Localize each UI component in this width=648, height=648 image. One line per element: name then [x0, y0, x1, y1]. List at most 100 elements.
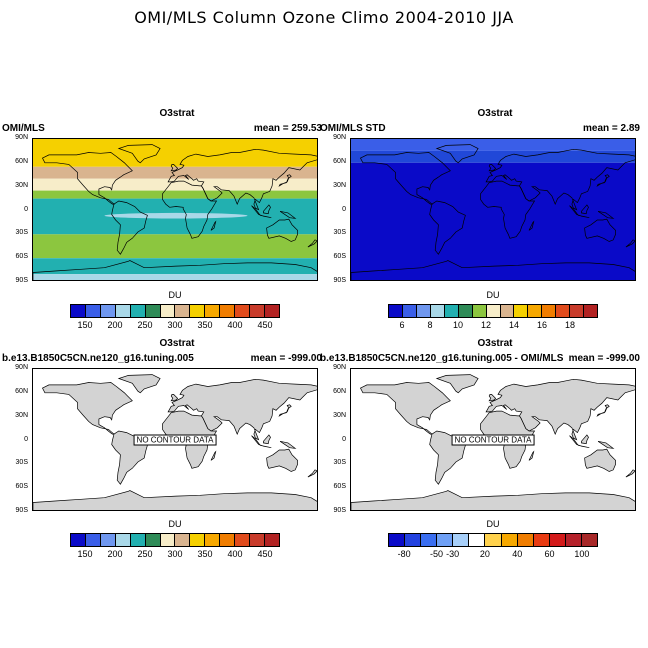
map-panel-p1: O3strat OMI/MLS mean = 259.53 90N 60N 30N 0 30S…	[2, 108, 322, 348]
colorbar-tick-label: 150	[77, 549, 93, 559]
continent-outline	[581, 204, 589, 215]
continent-outline	[360, 382, 451, 435]
lat-tick-label: 90S	[15, 507, 28, 514]
panel-left-string: OMI/MLS	[2, 123, 45, 134]
colorbar-tick-label: 200	[107, 549, 123, 559]
colorbar-swatch	[514, 305, 529, 317]
colorbar-tick-label: 6	[399, 320, 405, 330]
colorbar-swatch	[437, 534, 454, 546]
panel-center-title: O3strat	[159, 338, 195, 349]
colorbar-swatch	[250, 305, 265, 317]
colorbar-units-label: DU	[168, 519, 182, 529]
colorbar-swatch	[402, 305, 417, 317]
colorbar-tick-label: 200	[107, 320, 123, 330]
colorbar-tick-label: 150	[77, 320, 93, 330]
colorbar-swatch	[115, 534, 131, 546]
colorbar-tick-label: 450	[257, 549, 273, 559]
lat-tick-label: 60S	[333, 483, 346, 491]
panel-left-string: b.e13.B1850C5CN.ne120_g16.tuning.005 - O…	[320, 353, 564, 364]
colorbar-swatch	[175, 534, 191, 546]
continent-outline	[488, 394, 497, 402]
lat-tick-label: 90N	[15, 134, 28, 141]
lat-tick-label: 30N	[333, 181, 346, 189]
continent-outline	[435, 374, 479, 394]
continent-outline	[42, 382, 133, 435]
colorbar-swatch	[220, 534, 236, 546]
colorbar-tick-label: 450	[257, 320, 273, 330]
lat-tick-label: 30S	[333, 459, 346, 467]
colorbar-tick-label: 10	[452, 320, 464, 330]
colorbar-swatch	[264, 534, 279, 546]
colorbar-labels: 6 8 10 12 14 16 18	[388, 320, 598, 332]
colorbar-swatch	[190, 305, 206, 317]
colorbar-swatch	[145, 534, 161, 546]
lat-tick-label: 60N	[333, 157, 346, 165]
colorbar-tick-label: 400	[227, 320, 243, 330]
map-svg	[351, 139, 635, 280]
contour-band	[351, 139, 635, 151]
colorbar-labels: 150 200 250 300 350 400 450	[70, 549, 280, 561]
colorbar-swatch	[549, 534, 566, 546]
map-svg	[351, 374, 635, 510]
continent-outline	[625, 239, 635, 248]
continent-outline	[167, 148, 317, 211]
colorbar-tick-label: 300	[167, 320, 183, 330]
colorbar-units-label: DU	[168, 290, 182, 300]
colorbar-tick-label: -30	[446, 549, 460, 559]
continent-outline	[266, 218, 298, 242]
continent-outline	[42, 152, 133, 205]
continent-outline	[584, 448, 616, 472]
colorbar-swatch	[160, 534, 176, 546]
panel-mean-string: mean = 2.89	[583, 123, 640, 134]
lat-tick-label: 0	[24, 205, 28, 213]
colorbar-tick-label: 60	[544, 549, 555, 559]
continent-outline	[33, 260, 317, 280]
colorbar-swatch	[205, 534, 221, 546]
continent-outline	[429, 200, 466, 255]
no-contour-data-label: NO CONTOUR DATA	[451, 434, 535, 445]
lat-tick-label: 30S	[15, 459, 28, 467]
continent-outline	[263, 434, 271, 445]
colorbar-swatch	[542, 305, 557, 317]
panel-center-title: O3strat	[477, 108, 513, 119]
map-panel-p2: O3strat OMI/MLS STD mean = 2.89 90N 60N 30N 0 3…	[320, 108, 640, 348]
lat-tick-label: 90S	[15, 277, 28, 284]
continent-outline	[33, 490, 317, 510]
continent-outline	[307, 239, 317, 248]
continent-outline	[528, 450, 535, 461]
colorbar-tick-label: 14	[508, 320, 520, 330]
colorbar-swatch	[405, 534, 422, 546]
map-area: 90N 60N 30N 0 30S 60S 90S NO CONTOUR DATA	[15, 364, 318, 514]
colorbar-swatch	[416, 305, 431, 317]
panel-center-title: O3strat	[477, 338, 513, 349]
lat-tick-label: 90N	[15, 364, 28, 371]
colorbar-swatch	[556, 305, 571, 317]
colorbar-tick-label: 250	[137, 549, 153, 559]
colorbar-swatch	[85, 534, 101, 546]
continent-outline	[480, 180, 536, 239]
continent-outline	[581, 434, 589, 445]
lat-tick-label: 0	[342, 205, 346, 213]
contour-band	[33, 190, 317, 199]
continent-outline	[485, 148, 635, 211]
map-area: 90N 60N 30N 0 30S 60S 90S	[333, 134, 636, 284]
continent-outline	[210, 220, 217, 231]
continent-outline	[117, 374, 161, 394]
colorbar-swatch	[100, 534, 116, 546]
colorbar-swatch	[264, 305, 279, 317]
panel-mean-string: mean = -999.00	[250, 353, 322, 364]
lat-tick-label: 90N	[333, 134, 346, 141]
colorbar-swatch	[469, 534, 486, 546]
colorbar-swatch	[584, 305, 598, 317]
continent-outline	[488, 164, 497, 172]
continent-outline	[170, 394, 179, 402]
colorbar-tick-label: 250	[137, 320, 153, 330]
colorbar	[388, 304, 598, 318]
continent-outline	[569, 205, 590, 219]
colorbar-swatch	[145, 305, 161, 317]
colorbar-swatch	[190, 534, 206, 546]
panel-center-title: O3strat	[159, 108, 195, 119]
colorbar-swatch	[500, 305, 515, 317]
continent-outline	[597, 440, 615, 449]
colorbar-swatch	[472, 305, 487, 317]
